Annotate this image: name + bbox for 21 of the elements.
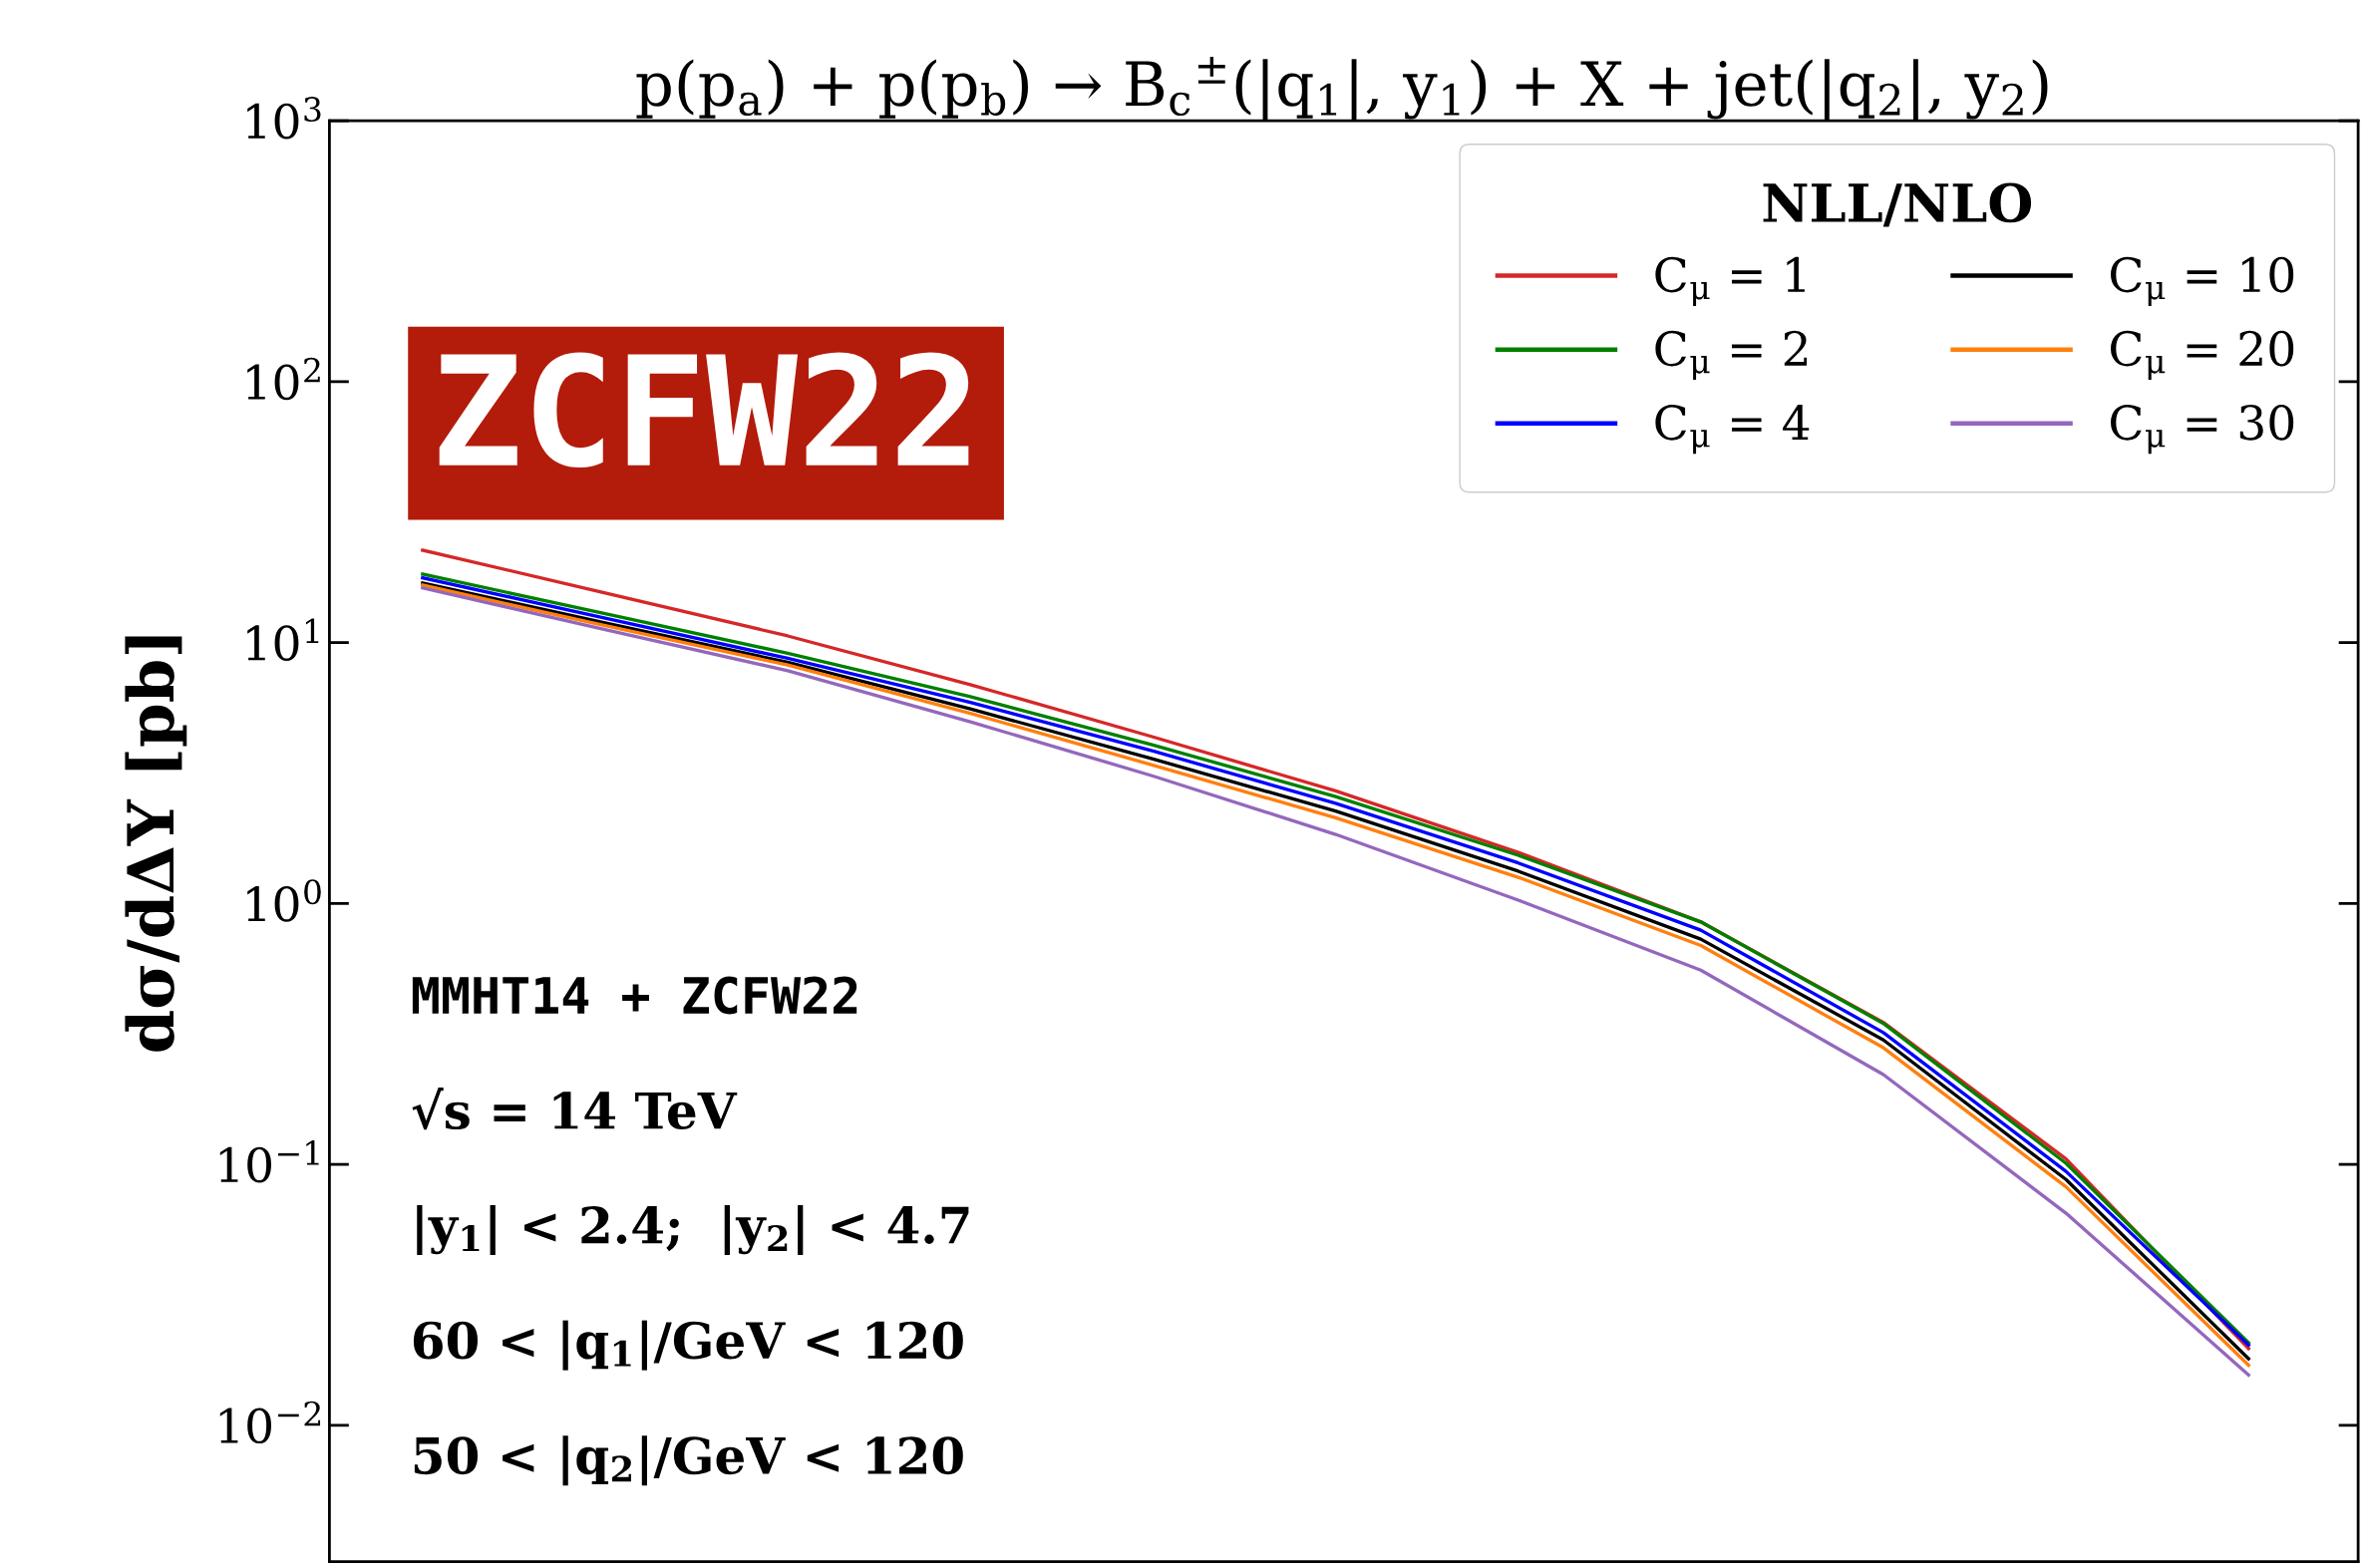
- y-tick-label: 10$^{2}$: [247, 357, 320, 401]
- annotation: 50 < |q$_{2}$|/GeV < 120: [414, 1435, 963, 1486]
- chart-title: p(p$_{a}$) + p(p$_{b}$) → B$_{c}$$^{±}$(|q$_{1}$|, y$_{1}$) + X + jet(|q$_{2}$|, y$_{2}$): [636, 56, 2048, 121]
- annotation: |y$_{1}$| < 2.4; |y$_{2}$| < 4.7: [417, 1204, 969, 1255]
- legend-label: C$_{μ}$ = 20: [2111, 330, 2294, 381]
- y-tick-label: 10$^{0}$: [247, 879, 321, 922]
- annotation: MMHT14 + ZCFW22: [412, 976, 857, 1015]
- annotation: ZCFW22: [439, 352, 969, 469]
- annotation: √s = 14 TeV: [412, 1088, 738, 1130]
- y-tick-label: 10$^{3}$: [247, 97, 321, 140]
- y-tick-label: 10$^{−2}$: [219, 1401, 321, 1444]
- y-tick-label: 10$^{1}$: [247, 618, 319, 661]
- legend-label: C$_{μ}$ = 1: [1655, 256, 1805, 306]
- legend-title: NLL/NLO: [1763, 182, 2032, 227]
- annotation: 60 < |q$_{1}$|/GeV < 120: [413, 1320, 963, 1371]
- legend-label: C$_{μ}$ = 4: [1655, 404, 1810, 455]
- legend-label: C$_{μ}$ = 2: [1655, 330, 1807, 381]
- legend-label: C$_{μ}$ = 30: [2111, 404, 2294, 455]
- y-tick-label: 10$^{−1}$: [219, 1140, 319, 1183]
- legend-label: C$_{μ}$ = 10: [2111, 256, 2294, 306]
- y-axis-title: dσ/dΔY [pb]: [125, 636, 187, 1052]
